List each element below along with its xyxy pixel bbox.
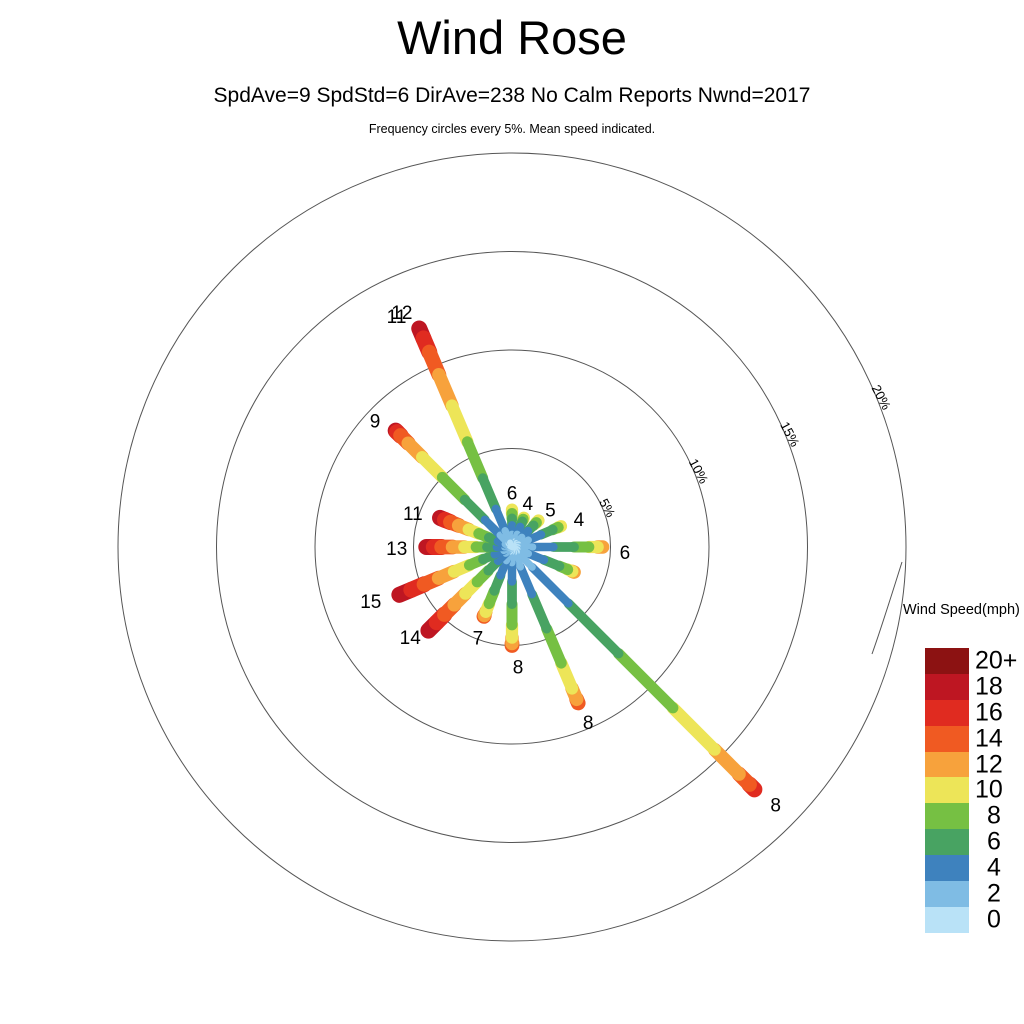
- direction-petals: [387, 320, 763, 798]
- outer-ring-arc-fragment: [871, 561, 903, 655]
- legend-row: 0: [925, 905, 1001, 933]
- petal-segment: [461, 436, 489, 484]
- petal-mean-speed-label: 12: [391, 303, 412, 324]
- petal-mean-speed-label: 4: [574, 510, 585, 531]
- legend-label: 20+: [975, 646, 1018, 675]
- legend-swatch: [925, 673, 969, 700]
- legend-label: 2: [987, 879, 1001, 908]
- petal-segment: [666, 701, 721, 756]
- petal-mean-speed-label: 11: [403, 504, 423, 525]
- petal-mean-speed-label: 6: [507, 484, 518, 505]
- legend-row: 16: [925, 698, 1003, 726]
- radial-tick-labels: 5% 10% 15% 20%: [596, 382, 894, 520]
- legend-row: 10: [925, 776, 1003, 804]
- legend-swatch: [925, 855, 969, 882]
- legend-swatch: [925, 751, 969, 778]
- frequency-ring: [216, 251, 808, 843]
- legend-label: 4: [987, 853, 1001, 882]
- legend-row: 12: [925, 750, 1003, 778]
- petal-mean-speed-label: 14: [400, 628, 422, 649]
- summary-stats-line: SpdAve=9 SpdStd=6 DirAve=238 No Calm Rep…: [213, 84, 811, 107]
- radial-tick-label: 15%: [777, 419, 803, 449]
- legend-row: 8: [925, 802, 1001, 830]
- petal-mean-speed-label: 13: [386, 539, 407, 560]
- petal-segment: [491, 504, 510, 535]
- petal-mean-speed-label: 8: [583, 713, 594, 734]
- legend-label: 12: [975, 750, 1003, 778]
- legend-label: 16: [975, 698, 1003, 727]
- legend-row: 6: [925, 828, 1001, 856]
- legend-label: 10: [975, 775, 1003, 804]
- legend-row: 20+: [925, 646, 1017, 674]
- legend-swatch: [925, 803, 969, 830]
- petal-segment: [516, 562, 537, 599]
- petal-mean-speed-label: 5: [545, 501, 556, 522]
- legend-swatch: [925, 881, 969, 907]
- legend-row: 14: [925, 724, 1003, 752]
- legend-row: 4: [925, 854, 1001, 882]
- petal-segment: [513, 548, 536, 571]
- legend-swatch: [925, 699, 969, 726]
- petal-segment: [541, 623, 567, 669]
- petal-segment: [613, 648, 679, 714]
- frequency-ring: [314, 349, 710, 745]
- petal-mean-speed-label: 11: [387, 307, 407, 328]
- petal-segment: [527, 562, 573, 608]
- petal-mean-speed-label: 8: [513, 658, 524, 679]
- petal-segment: [436, 471, 471, 506]
- petal-mean-speed-label: 7: [473, 628, 484, 649]
- legend-label: 14: [975, 724, 1003, 753]
- legend-label: 18: [975, 672, 1003, 701]
- petal-mean-speed-label: 15: [360, 592, 381, 613]
- petal-segment: [507, 539, 515, 550]
- legend: 20+ 18 16 14 12 10 8 6 4 2 0: [925, 646, 1017, 933]
- legend-swatch: [925, 829, 969, 856]
- legend-label: 8: [987, 801, 1001, 830]
- frequency-ring: [117, 152, 907, 942]
- petal-mean-speed-label: 6: [620, 543, 631, 564]
- radial-tick-label: 10%: [686, 456, 712, 486]
- petal-segment: [527, 589, 552, 634]
- legend-title: Wind Speed(mph): [903, 602, 1020, 618]
- petal-mean-speed-label: 8: [770, 795, 781, 816]
- petal-mean-speed-label: 9: [370, 411, 381, 432]
- legend-row: 18: [925, 672, 1003, 700]
- page-title: Wind Rose: [397, 11, 627, 64]
- radial-tick-label: 5%: [596, 496, 618, 520]
- petal-segment: [563, 598, 624, 659]
- legend-leader-line: [871, 561, 903, 655]
- legend-swatch: [925, 725, 969, 752]
- petal-mean-speed-label: 4: [523, 494, 534, 515]
- radial-tick-label: 20%: [869, 382, 895, 412]
- legend-label: 0: [987, 905, 1001, 934]
- frequency-rings: [117, 152, 907, 942]
- legend-swatch: [925, 906, 969, 933]
- petal-segment: [445, 399, 474, 448]
- petal-segment: [477, 473, 501, 514]
- legend-swatch: [925, 777, 969, 804]
- legend-label: 6: [987, 827, 1001, 856]
- petal-segment: [459, 494, 490, 525]
- legend-row: 2: [925, 879, 1001, 907]
- frequency-note: Frequency circles every 5%. Mean speed i…: [368, 122, 656, 136]
- legend-swatch: [925, 648, 969, 674]
